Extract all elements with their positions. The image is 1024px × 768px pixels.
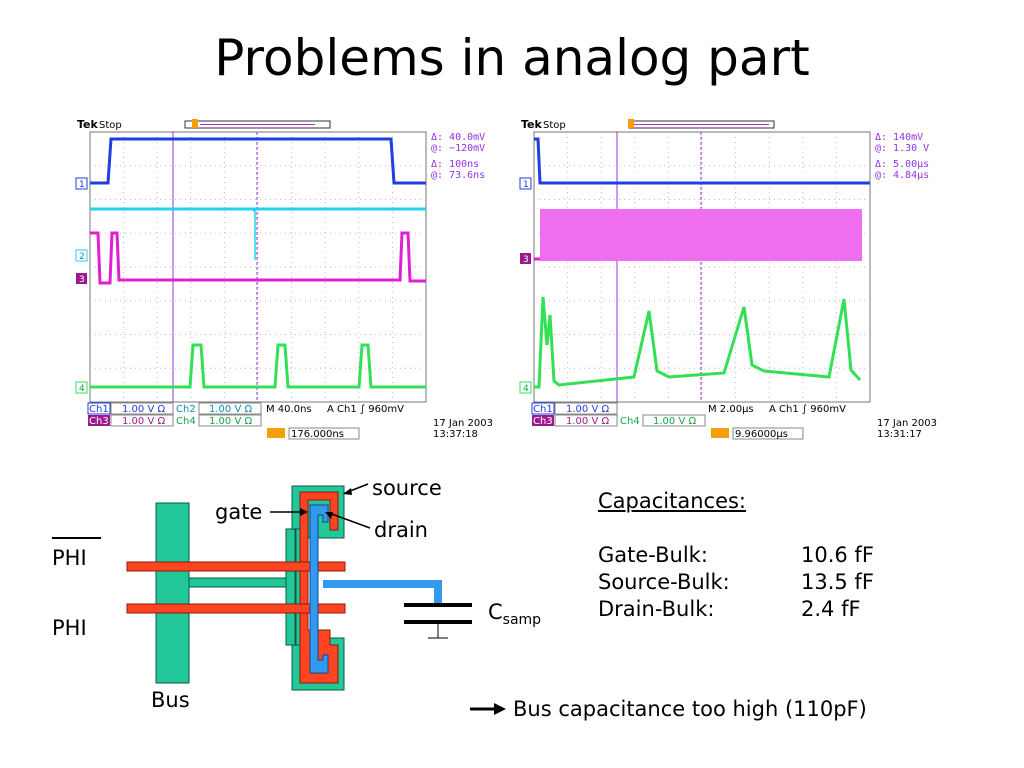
bus-label: Bus bbox=[151, 688, 190, 712]
scope1-cursor-at-t: @: 73.6ns bbox=[431, 170, 485, 181]
scope2-trace-ch3-band bbox=[540, 209, 862, 261]
svg-text:3: 3 bbox=[79, 275, 85, 285]
scope1-time: 13:37:18 bbox=[433, 429, 478, 440]
scope2-ch4-scale: 1.00 V Ω bbox=[653, 416, 696, 427]
scope1-brand: Tek bbox=[77, 118, 99, 131]
oscilloscope-capture-2: Tek Stop 1 3 4 Δ: 140mV @: bbox=[519, 115, 959, 445]
svg-text:4: 4 bbox=[523, 384, 529, 394]
scope2-state: Stop bbox=[543, 120, 566, 131]
scope2-trigger-pos: 9.96000μs bbox=[735, 429, 788, 440]
scope1-state: Stop bbox=[99, 120, 122, 131]
gate-label: gate bbox=[215, 500, 263, 524]
scope1-ch4-marker[interactable]: 4 bbox=[75, 381, 88, 394]
scope2-trigger-pos-icon bbox=[711, 428, 729, 438]
conclusion-text: Bus capacitance too high (110pF) bbox=[513, 697, 867, 721]
scope1-timebase: M 40.0ns bbox=[266, 404, 312, 415]
scope1-trigger: A Ch1 ∫ 960mV bbox=[327, 404, 404, 415]
scope2-time: 13:31:17 bbox=[877, 429, 922, 440]
scope1-trace-ch1 bbox=[90, 137, 426, 185]
svg-text:1: 1 bbox=[523, 180, 529, 190]
drain-metal bbox=[309, 504, 329, 674]
scope1-ch1-label: Ch1 bbox=[89, 404, 109, 415]
capacitance-row: Drain-Bulk: 2.4 fF bbox=[598, 596, 874, 623]
scope1-cursor-delta-v: Δ: 40.0mV bbox=[431, 132, 485, 143]
capacitance-name: Drain-Bulk: bbox=[598, 597, 715, 621]
scope1-ch3-marker[interactable]: 3 bbox=[76, 273, 87, 285]
scope2-date: 17 Jan 2003 bbox=[877, 418, 937, 429]
scope1-trace-ch2 bbox=[90, 207, 426, 213]
scope1-cursor-delta-t: Δ: 100ns bbox=[431, 159, 479, 170]
svg-text:2: 2 bbox=[79, 252, 85, 262]
scope1-graticule bbox=[89, 131, 427, 403]
scope1-ch2-marker[interactable]: 2 bbox=[75, 249, 88, 262]
scope1-ch1-scale: 1.00 V Ω bbox=[122, 404, 165, 415]
scope1-trigger-pos: 176.000ns bbox=[291, 429, 344, 440]
svg-text:1: 1 bbox=[79, 180, 85, 190]
capacitance-value: 10.6 fF bbox=[801, 543, 874, 567]
bus-line bbox=[155, 502, 190, 684]
scope1-ch2-scale: 1.00 V Ω bbox=[209, 404, 252, 415]
scope2-ch3-marker[interactable]: 3 bbox=[520, 253, 531, 265]
phi-bar-label: PHI bbox=[52, 546, 87, 570]
scope1-trigger-marker bbox=[192, 119, 198, 128]
scope2-ch3-label: Ch3 bbox=[533, 416, 553, 427]
scope2-ch3-scale: 1.00 V Ω bbox=[566, 416, 609, 427]
drain-arrow bbox=[328, 512, 371, 529]
phi-bar-line bbox=[126, 561, 346, 572]
capacitance-value: 2.4 fF bbox=[801, 597, 861, 621]
scope1-cursor-at-v: @: −120mV bbox=[431, 143, 485, 154]
scope2-trace-ch1 bbox=[534, 137, 870, 185]
capacitances-heading: Capacitances: bbox=[598, 489, 747, 513]
scope2-trigger-marker bbox=[628, 119, 634, 128]
scope1-ch4-scale: 1.00 V Ω bbox=[209, 416, 252, 427]
capacitance-row: Gate-Bulk: 10.6 fF bbox=[598, 542, 874, 569]
scope2-cursor-at-t: @: 4.84μs bbox=[875, 170, 929, 181]
capacitance-row: Source-Bulk: 13.5 fF bbox=[598, 569, 874, 596]
scope2-ch4-marker[interactable]: 4 bbox=[519, 381, 532, 394]
scope2-graticule bbox=[533, 131, 871, 403]
scope1-ch3-label: Ch3 bbox=[89, 416, 109, 427]
scope1-trace-ch3 bbox=[90, 231, 426, 285]
svg-text:4: 4 bbox=[79, 384, 85, 394]
scope1-ch2-label: Ch2 bbox=[176, 404, 196, 415]
scope1-ch4-label: Ch4 bbox=[176, 416, 196, 427]
scope2-ch1-label: Ch1 bbox=[533, 404, 553, 415]
source-label: source bbox=[372, 476, 442, 500]
phi-line bbox=[126, 603, 346, 614]
capacitance-name: Source-Bulk: bbox=[598, 570, 730, 594]
svg-text:3: 3 bbox=[523, 255, 529, 265]
scope2-cursor-delta-v: Δ: 140mV bbox=[875, 132, 923, 143]
drain-label: drain bbox=[374, 518, 428, 542]
scope1-date: 17 Jan 2003 bbox=[433, 418, 493, 429]
scope2-timebase: M 2.00μs bbox=[708, 404, 754, 415]
csamp-label: Csamp bbox=[488, 600, 542, 629]
scope1-ch1-marker[interactable]: 1 bbox=[75, 177, 88, 190]
scope1-record-bar bbox=[184, 120, 331, 129]
capacitance-value: 13.5 fF bbox=[801, 570, 874, 594]
scope2-brand: Tek bbox=[521, 118, 543, 131]
scope2-ch1-marker[interactable]: 1 bbox=[519, 177, 532, 190]
scope1-trace-ch4 bbox=[90, 343, 426, 389]
slide-title: Problems in analog part bbox=[214, 29, 810, 87]
phi-label: PHI bbox=[52, 616, 87, 640]
scope2-cursor-at-v: @: 1.30 V bbox=[875, 143, 929, 154]
capacitance-name: Gate-Bulk: bbox=[598, 543, 708, 567]
scope2-trigger: A Ch1 ∫ 960mV bbox=[769, 404, 846, 415]
scope2-trace-ch4 bbox=[534, 296, 862, 389]
oscilloscope-capture-1: Tek Stop 1 2 3 bbox=[75, 115, 515, 445]
capacitances-table: Capacitances: Gate-Bulk: 10.6 fF Source-… bbox=[598, 488, 874, 623]
scope1-ch3-scale: 1.00 V Ω bbox=[122, 416, 165, 427]
drain-to-csamp-wire bbox=[323, 580, 442, 605]
scope2-ch1-scale: 1.00 V Ω bbox=[566, 404, 609, 415]
scope2-cursor-delta-t: Δ: 5.00μs bbox=[875, 159, 929, 170]
scope1-trigger-pos-icon bbox=[267, 428, 285, 438]
scope2-ch4-label: Ch4 bbox=[620, 416, 640, 427]
